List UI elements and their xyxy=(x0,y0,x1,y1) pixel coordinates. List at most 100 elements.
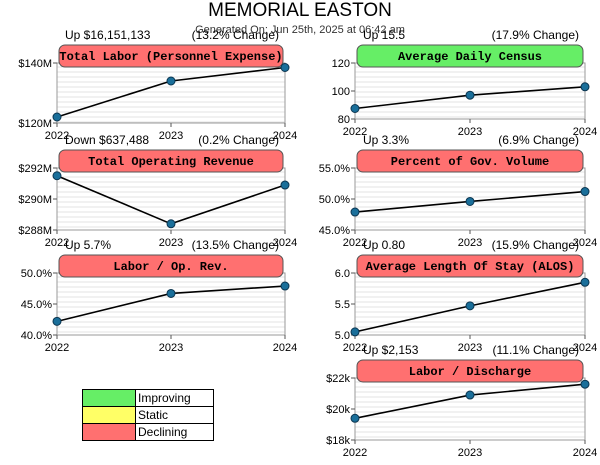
chart-2-y-tick-label: 100 xyxy=(332,86,350,98)
chart-5-summary-right: (13.5% Change) xyxy=(192,238,279,252)
chart-3-point-2022 xyxy=(52,171,62,181)
chart-3-title-banner xyxy=(58,149,284,173)
chart-5-x-tick-label: 2022 xyxy=(45,342,69,354)
chart-7-point-2024 xyxy=(580,379,590,389)
chart-3-x-tick-label: 2024 xyxy=(273,237,297,249)
chart-2-point-2022 xyxy=(350,104,360,113)
chart-5-point-2024 xyxy=(280,281,290,291)
chart-3-x-tick-label: 2023 xyxy=(159,237,183,249)
chart-2-y-tick-label: 80 xyxy=(338,114,350,126)
chart-2-point-2024 xyxy=(580,82,590,92)
legend-label-declining: Declining xyxy=(135,423,214,441)
chart-1-summary-right: (13.2% Change) xyxy=(192,28,279,42)
chart-2-y-tick-label: 120 xyxy=(332,58,350,70)
chart-5-title: Labor / Op. Rev. xyxy=(113,260,228,274)
chart-7-y-tick-label: $22k xyxy=(326,373,350,385)
chart-3-point-2024 xyxy=(280,180,290,190)
legend-swatch-static xyxy=(82,406,136,424)
legend-row-declining: Declining xyxy=(82,423,214,441)
chart-5-point-2023 xyxy=(166,288,176,298)
chart-6-point-2023 xyxy=(465,301,475,311)
chart-4-x-tick-label: 2023 xyxy=(458,237,482,249)
chart-6-summary-right: (15.9% Change) xyxy=(492,238,579,252)
chart-6-y-tick-label: 5.0 xyxy=(335,330,350,342)
chart-7-series-line xyxy=(354,383,586,420)
chart-6-summary-left: Up 0.80 xyxy=(363,238,405,252)
chart-1-point-2024 xyxy=(280,63,290,72)
chart-4-x-tick-label: 2022 xyxy=(343,237,367,249)
chart-4-y-tick-label: 45.0% xyxy=(319,225,350,237)
chart-5-title-banner xyxy=(58,254,284,278)
chart-7-x-tick-label: 2024 xyxy=(573,447,597,459)
chart-6-y-tick-label: 6.0 xyxy=(335,268,350,280)
chart-2-point-2023 xyxy=(465,90,475,100)
chart-7-x-tick-label: 2023 xyxy=(458,447,482,459)
chart-7-y-tick-label: $18k xyxy=(326,435,350,447)
chart-6-x-tick-label: 2022 xyxy=(343,342,367,354)
legend-row-static: Static xyxy=(82,406,214,424)
chart-2-title: Average Daily Census xyxy=(398,50,542,64)
legend-row-improving: Improving xyxy=(82,389,214,407)
chart-4-point-2022 xyxy=(350,207,360,217)
chart-6-point-2024 xyxy=(580,277,590,287)
chart-4-point-2024 xyxy=(580,187,590,197)
chart-7-y-tick-label: $20k xyxy=(326,404,350,416)
legend-swatch-improving xyxy=(82,389,136,407)
chart-4-title: Percent of Gov. Volume xyxy=(391,155,549,169)
chart-4-x-tick-label: 2024 xyxy=(573,237,597,249)
chart-5-point-2022 xyxy=(52,316,62,326)
chart-3-point-2023 xyxy=(166,219,176,229)
chart-1-point-2023 xyxy=(166,76,176,86)
chart-1-x-tick-label: 2022 xyxy=(45,130,69,142)
chart-6-title: Average Length Of Stay (ALOS) xyxy=(366,260,575,274)
chart-4-summary-right: (6.9% Change) xyxy=(498,133,579,147)
legend-label-improving: Improving xyxy=(135,389,214,407)
chart-3-y-tick-label: $288M xyxy=(18,225,52,237)
chart-5-x-tick-label: 2023 xyxy=(159,342,183,354)
chart-5-y-tick-label: 50.0% xyxy=(21,268,52,280)
chart-2-title-banner xyxy=(356,44,584,68)
chart-6-y-tick-label: 5.5 xyxy=(335,299,350,311)
chart-1-y-tick-label: $140M xyxy=(18,58,52,70)
chart-3-x-tick-label: 2022 xyxy=(45,237,69,249)
chart-7-summary-right: (11.1% Change) xyxy=(493,343,580,357)
page-title: MEMORIAL EASTON xyxy=(208,0,392,21)
chart-4-title-banner xyxy=(356,149,584,173)
chart-2-x-tick-label: 2024 xyxy=(573,126,597,138)
chart-4-y-tick-label: 55.0% xyxy=(319,163,350,175)
chart-7-summary-left: Up $2,153 xyxy=(363,343,419,357)
chart-3-y-tick-label: $292M xyxy=(18,163,52,175)
chart-2-x-tick-label: 2022 xyxy=(343,126,367,138)
chart-5-x-tick-label: 2024 xyxy=(273,342,297,354)
chart-7-title: Labor / Discharge xyxy=(409,365,531,379)
chart-1-summary-left: Up $16,151,133 xyxy=(65,28,151,42)
chart-4-summary-left: Up 3.3% xyxy=(363,133,409,147)
generated-timestamp: Generated On: Jun 25th, 2025 at 06:42 am xyxy=(195,24,405,36)
chart-1-title-banner xyxy=(58,44,284,68)
chart-3-title: Total Operating Revenue xyxy=(88,155,254,169)
chart-1-title: Total Labor (Personnel Expense) xyxy=(59,50,282,64)
chart-7-title-banner xyxy=(356,359,584,383)
chart-1-y-tick-label: $120M xyxy=(18,118,52,130)
chart-6-x-tick-label: 2023 xyxy=(458,342,482,354)
chart-3-summary-left: Down $637,488 xyxy=(65,133,149,147)
legend-swatch-declining xyxy=(82,423,136,441)
chart-5-y-tick-label: 45.0% xyxy=(21,299,52,311)
chart-2-summary-left: Up 15.5 xyxy=(363,28,405,42)
chart-2-x-tick-label: 2023 xyxy=(458,126,482,138)
legend-label-static: Static xyxy=(135,406,214,424)
chart-4-point-2023 xyxy=(465,196,475,206)
chart-7-x-tick-label: 2022 xyxy=(343,447,367,459)
chart-1-point-2022 xyxy=(52,112,62,122)
chart-4-y-tick-label: 50.0% xyxy=(319,194,350,206)
chart-6-title-banner xyxy=(356,254,584,278)
chart-7-point-2022 xyxy=(350,413,360,423)
chart-1-x-tick-label: 2024 xyxy=(273,130,297,142)
chart-5-summary-left: Up 5.7% xyxy=(65,238,111,252)
chart-6-x-tick-label: 2024 xyxy=(573,342,597,354)
chart-2-summary-right: (17.9% Change) xyxy=(492,28,579,42)
chart-5-y-tick-label: 40.0% xyxy=(21,330,52,342)
chart-3-summary-right: (0.2% Change) xyxy=(198,133,279,147)
chart-6-point-2022 xyxy=(350,327,360,337)
